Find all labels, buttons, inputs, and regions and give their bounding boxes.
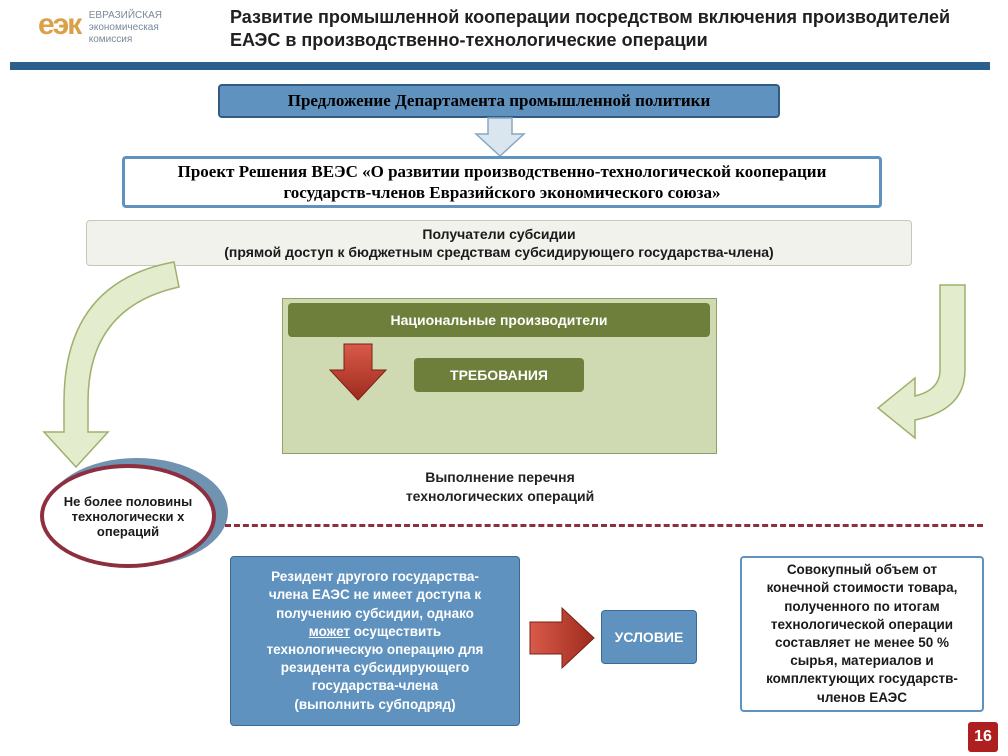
logo-mark: еэк <box>38 8 80 42</box>
ellipse-label: Не более половины технологически х опера… <box>40 464 216 568</box>
uslovie-box: УСЛОВИЕ <box>601 610 697 664</box>
resident-box: Резидент другого государства- члена ЕАЭС… <box>230 556 520 726</box>
red-right-arrow-icon <box>526 602 598 674</box>
requirements-box: ТРЕБОВАНИЯ <box>414 358 584 392</box>
right-curve-arrow-icon <box>870 280 990 450</box>
left-curve-arrow-icon <box>34 252 194 472</box>
project-box: Проект Решения ВЕЭС «О развитии производ… <box>122 156 882 208</box>
dashed-divider <box>225 524 983 527</box>
manufacturers-box: Национальные производители <box>288 303 710 337</box>
logo-text: ЕВРАЗИЙСКАЯ экономическая комиссия <box>89 10 162 46</box>
page-title: Развитие промышленной кооперации посредс… <box>230 6 970 51</box>
red-down-arrow-icon <box>326 340 390 404</box>
logo-block: еэк ЕВРАЗИЙСКАЯ экономическая комиссия <box>38 8 218 46</box>
perechnya-label: Выполнение перечня технологических опера… <box>284 468 716 506</box>
recipients-box: Получатели субсидии (прямой доступ к бюд… <box>86 220 912 266</box>
slide-number: 16 <box>968 722 998 752</box>
down-arrow-icon <box>476 118 524 156</box>
ellipse-wrap: Не более половины технологически х опера… <box>40 458 222 572</box>
title-rule <box>10 62 990 70</box>
dept-box: Предложение Департамента промышленной по… <box>218 84 780 118</box>
volume-box: Совокупный объем от конечной стоимости т… <box>740 556 984 712</box>
